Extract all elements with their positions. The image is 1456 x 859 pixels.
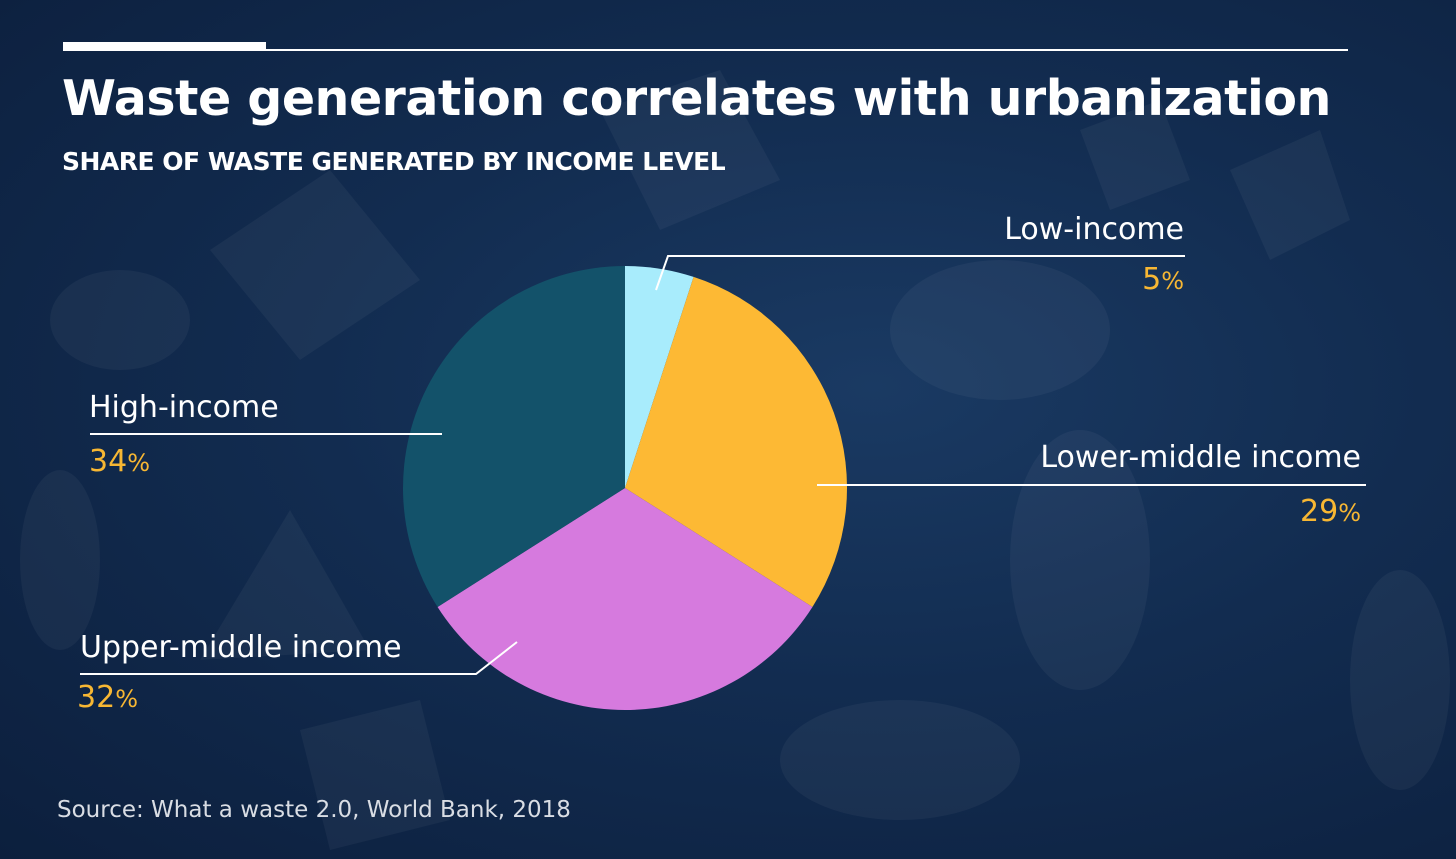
leader-line-low-income xyxy=(655,255,1185,291)
slice-value-low-income: 5% xyxy=(1142,262,1184,297)
pie-slice-upper-middle-income xyxy=(437,488,813,711)
top-rule-accent xyxy=(63,42,266,51)
pie-slice-high-income xyxy=(403,266,625,607)
pie-slice-lower-middle-income xyxy=(625,276,848,607)
slice-value-number: 34 xyxy=(89,444,128,479)
slice-value-high-income: 34% xyxy=(89,444,150,479)
slice-value-lower-middle-income: 29% xyxy=(1300,494,1361,529)
slice-value-number: 32 xyxy=(77,680,116,715)
chart-subtitle: SHARE OF WASTE GENERATED BY INCOME LEVEL xyxy=(62,147,726,176)
slice-value-unit: % xyxy=(1161,267,1184,295)
pie-slice-low-income xyxy=(625,266,694,488)
slice-value-upper-middle-income: 32% xyxy=(77,680,138,715)
slice-value-number: 29 xyxy=(1300,494,1339,529)
slice-label-high-income: High-income xyxy=(89,390,279,425)
slice-value-unit: % xyxy=(115,685,138,713)
slice-value-unit: % xyxy=(1338,499,1361,527)
top-rule-line xyxy=(63,49,1348,51)
chart-title: Waste generation correlates with urbaniz… xyxy=(62,70,1331,127)
slice-label-lower-middle-income: Lower-middle income xyxy=(1040,440,1361,475)
source-note: Source: What a waste 2.0, World Bank, 20… xyxy=(57,797,571,823)
slice-label-upper-middle-income: Upper-middle income xyxy=(80,630,402,665)
slice-value-number: 5 xyxy=(1142,262,1162,297)
slice-value-unit: % xyxy=(127,449,150,477)
leader-line-upper-middle-income xyxy=(80,641,518,675)
slice-label-low-income: Low-income xyxy=(1004,212,1184,247)
